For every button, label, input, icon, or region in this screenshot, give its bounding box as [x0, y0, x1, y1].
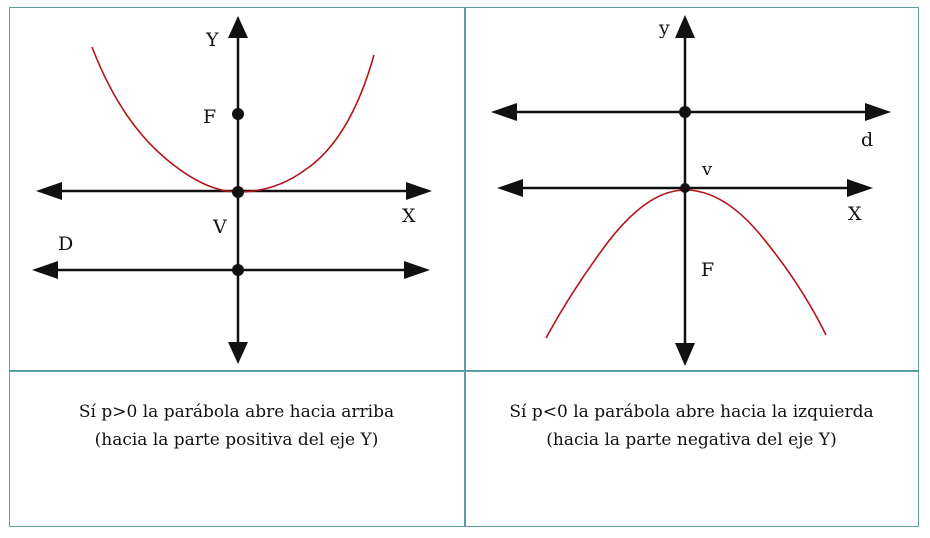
right-graph: y d v X F — [491, 15, 891, 366]
left-directrix-arrow-right — [404, 261, 430, 279]
left-graph: Y F X V D — [32, 16, 432, 364]
column-divider — [464, 8, 466, 526]
right-x-label: X — [848, 203, 862, 225]
left-directrix-arrow-left — [32, 261, 58, 279]
left-y-arrow-bottom — [228, 342, 248, 364]
left-y-arrow-top — [228, 16, 248, 38]
left-vertex-label: V — [212, 216, 227, 238]
left-x-label: X — [402, 205, 416, 227]
right-y-arrow-bottom — [675, 343, 695, 366]
left-directrix-point — [232, 264, 244, 276]
left-caption-line2: (hacia la parte positiva del eje Y) — [94, 430, 379, 450]
left-directrix-label: D — [58, 233, 73, 255]
right-directrix-arrow-right — [865, 103, 891, 121]
right-vertex-label: v — [701, 159, 713, 180]
diagram-table — [9, 7, 919, 527]
left-focus-label: F — [203, 106, 216, 128]
left-x-arrow-right — [406, 182, 432, 200]
left-vertex-point — [232, 186, 244, 198]
right-caption-line1: Sí p<0 la parábola abre hacia la izquier… — [509, 402, 874, 422]
right-caption-line2: (hacia la parte negativa del eje Y) — [546, 430, 837, 450]
right-focus-label: F — [701, 259, 714, 281]
right-directrix-label: d — [861, 129, 873, 151]
right-y-label: y — [658, 17, 670, 39]
left-focus-point — [232, 108, 244, 120]
right-y-arrow-top — [675, 15, 695, 38]
right-vertex-point — [680, 183, 690, 193]
row-divider — [10, 370, 918, 372]
right-directrix-arrow-left — [491, 103, 517, 121]
left-x-arrow-left — [36, 182, 62, 200]
left-parabola-curve — [91, 46, 375, 193]
right-x-arrow-right — [847, 179, 873, 197]
left-caption-line1: Sí p>0 la parábola abre hacia arriba — [78, 402, 395, 422]
right-caption: Sí p<0 la parábola abre hacia la izquier… — [464, 398, 919, 454]
right-x-arrow-left — [497, 179, 523, 197]
left-y-label: Y — [205, 29, 219, 51]
right-directrix-point — [679, 106, 691, 118]
left-caption: Sí p>0 la parábola abre hacia arriba (ha… — [9, 398, 464, 454]
